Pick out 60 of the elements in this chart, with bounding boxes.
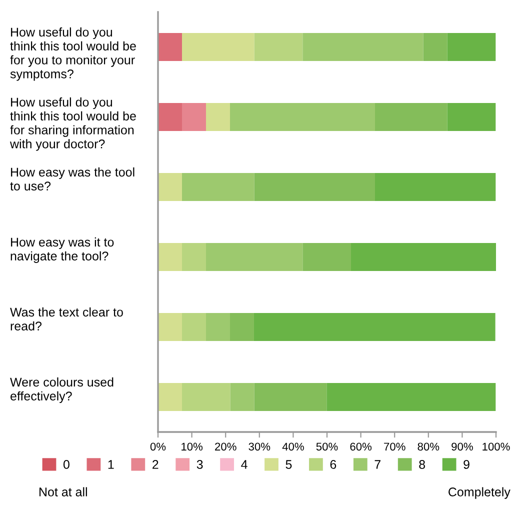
bar	[158, 243, 182, 271]
legend-label: 1	[108, 460, 114, 469]
bar	[302, 243, 351, 271]
legend-label: 3	[196, 460, 203, 469]
x-tick-label: 40%	[282, 442, 304, 451]
bar	[182, 173, 254, 201]
x-tick-label: 50%	[316, 442, 338, 451]
bar	[182, 33, 254, 61]
x-tick-label: 0%	[150, 442, 166, 451]
bar	[206, 313, 230, 341]
bar	[447, 103, 496, 131]
bar	[206, 243, 303, 271]
legend-label: 2	[152, 460, 158, 469]
legend-label: 0	[63, 460, 70, 469]
bar	[158, 33, 182, 61]
bar	[254, 313, 496, 341]
x-tick-label: 30%	[248, 442, 270, 451]
bar	[182, 383, 230, 411]
legend-label: 8	[419, 460, 426, 469]
bar	[374, 173, 496, 201]
bar	[206, 103, 230, 131]
legend-label: 7	[374, 460, 380, 469]
bar	[423, 33, 448, 61]
x-tick-label: 80%	[418, 442, 440, 451]
bar	[302, 33, 424, 61]
bar	[182, 313, 206, 341]
bar	[158, 173, 182, 201]
legend-label: 5	[286, 460, 292, 469]
x-tick-label: 70%	[384, 442, 406, 451]
bar	[254, 173, 375, 201]
y-tick-label: How easy was the tool to use?	[10, 167, 134, 190]
bar	[158, 313, 182, 341]
x-tick-label: 60%	[350, 442, 372, 451]
bar	[230, 383, 254, 411]
bar	[182, 103, 206, 131]
y-tick-label: Was the text clear to read?	[10, 307, 123, 330]
bar	[158, 103, 182, 131]
y-tick-label: Were colours used effectively?	[10, 377, 114, 403]
legend-label: 4	[241, 460, 248, 469]
bar	[351, 243, 496, 271]
bar	[254, 383, 327, 411]
bar	[447, 33, 496, 61]
bar	[326, 383, 496, 411]
bar	[374, 103, 448, 131]
y-tick-label: How easy was it to navigate the tool?	[10, 237, 114, 263]
legend-label: 6	[330, 460, 336, 469]
text: Not at all	[40, 487, 87, 496]
bar	[158, 383, 182, 411]
x-tick-label: 90%	[452, 442, 473, 451]
bar	[230, 103, 375, 131]
x-tick-label: 20%	[215, 442, 236, 451]
x-tick-label: 10%	[182, 442, 203, 451]
bar	[182, 243, 206, 271]
y-tick-label: How useful do you think this tool would be for sharing information with your doctor?	[10, 97, 136, 151]
x-tick-label: 100%	[482, 442, 510, 451]
y-tick-label: How useful do you think this tool would be for you to monitor your symptoms?	[10, 27, 136, 81]
bar	[254, 33, 303, 61]
bar	[230, 313, 254, 341]
legend-label: 9	[464, 460, 470, 469]
text: Completely	[448, 487, 510, 499]
